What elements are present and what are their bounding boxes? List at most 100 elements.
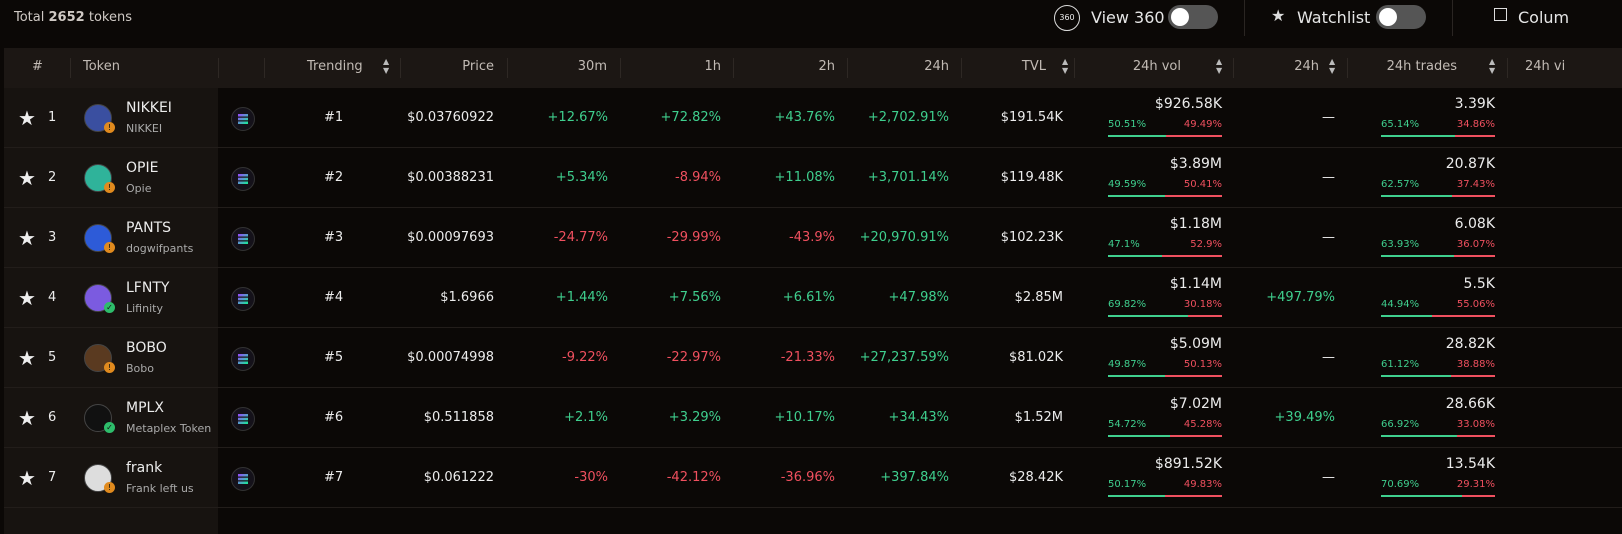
chain-logo <box>238 414 248 424</box>
column-header[interactable]: Trending <box>307 59 363 74</box>
rank: 5 <box>48 350 57 365</box>
trades-buy-bar <box>1381 315 1433 317</box>
column-header[interactable]: 1h <box>704 59 721 74</box>
trades-sell-pct: 33.08% <box>1456 419 1495 430</box>
change-30m: -30% <box>574 470 608 485</box>
sort-icon: ▲ ▼ <box>1329 57 1336 75</box>
row-divider <box>4 147 1622 148</box>
trades-sell-pct: 34.86% <box>1456 119 1495 130</box>
column-header[interactable]: 24h <box>1294 59 1319 74</box>
star-button[interactable]: ★ <box>18 226 36 250</box>
toggle[interactable] <box>1168 5 1218 29</box>
vol-change-24h: — <box>1322 350 1335 365</box>
token-symbol[interactable]: MPLX <box>126 400 164 416</box>
column-divider <box>847 58 848 78</box>
token-symbol[interactable]: BOBO <box>126 340 167 356</box>
token-name: Lifinity <box>126 302 163 315</box>
vol-sell-bar <box>1170 435 1222 437</box>
row-divider <box>4 207 1622 208</box>
badge: ! <box>104 182 115 193</box>
star-button[interactable]: ★ <box>18 166 36 190</box>
column-header[interactable]: # <box>32 59 43 74</box>
token-symbol[interactable]: OPIE <box>126 160 159 176</box>
token-symbol[interactable]: PANTS <box>126 220 172 236</box>
vol-buy-pct: 49.59% <box>1108 179 1147 190</box>
column-header[interactable]: 24h trades <box>1386 59 1457 74</box>
toggle[interactable] <box>1376 5 1426 29</box>
token-symbol[interactable]: NIKKEI <box>126 100 172 116</box>
toggle-label: View 360 <box>1091 8 1165 27</box>
vol-buy-bar <box>1108 255 1162 257</box>
vol: $7.02M <box>1169 396 1222 412</box>
token-symbol[interactable]: LFNTY <box>126 280 170 296</box>
trades-sell-pct: 38.88% <box>1456 359 1495 370</box>
star-button[interactable]: ★ <box>18 466 36 490</box>
trending: #2 <box>324 170 344 185</box>
trades-sell-pct: 29.31% <box>1456 479 1495 490</box>
vol-sell-pct: 49.49% <box>1183 119 1222 130</box>
vol: $1.18M <box>1169 216 1222 232</box>
column-header[interactable]: 24h vi <box>1525 59 1566 74</box>
vol-sell-bar <box>1161 255 1222 257</box>
vol: $5.09M <box>1169 336 1222 352</box>
trades-sell-bar <box>1461 495 1495 497</box>
column-header[interactable]: 30m <box>577 59 607 74</box>
chain-icon <box>231 467 255 491</box>
columns-button[interactable]: Colum <box>1518 8 1570 27</box>
vol-buy-pct: 50.17% <box>1108 479 1147 490</box>
star-button[interactable]: ★ <box>18 106 36 130</box>
vol-change-24h: — <box>1322 170 1335 185</box>
sort-icon: ▲ ▼ <box>1489 57 1496 75</box>
column-divider <box>218 58 219 78</box>
change-2h: -21.33% <box>780 350 835 365</box>
trades-buy-bar <box>1381 495 1462 497</box>
vol-sell-pct: 49.83% <box>1183 479 1222 490</box>
column-header[interactable]: 24h <box>924 59 949 74</box>
view360-icon[interactable]: 360 <box>1054 5 1080 31</box>
column-divider <box>400 58 401 78</box>
token-name: Frank left us <box>126 482 194 495</box>
total-text: Total <box>14 10 45 25</box>
vol-sell-pct: 45.28% <box>1183 419 1222 430</box>
column-header[interactable]: Price <box>462 59 494 74</box>
star-button[interactable]: ★ <box>18 286 36 310</box>
chain-logo <box>238 174 248 184</box>
column-header[interactable]: Token <box>83 59 120 74</box>
star-button[interactable]: ★ <box>18 346 36 370</box>
divider <box>1244 0 1245 36</box>
price: $0.511858 <box>423 410 494 425</box>
toggle-label: Watchlist <box>1297 8 1371 27</box>
trending: #4 <box>324 290 344 305</box>
toggle-knob <box>1171 8 1189 26</box>
trades: 28.66K <box>1445 396 1495 412</box>
vol-change-24h: +497.79% <box>1266 290 1335 305</box>
vol-buy-bar <box>1108 495 1166 497</box>
token-symbol[interactable]: frank <box>126 460 163 476</box>
token-name: dogwifpants <box>126 242 194 255</box>
sort-icon: ▲ ▼ <box>1062 57 1069 75</box>
row-divider <box>4 327 1622 328</box>
change-24h: +20,970.91% <box>859 230 949 245</box>
trades: 6.08K <box>1454 216 1495 232</box>
star-button[interactable]: ★ <box>18 406 36 430</box>
column-divider <box>1507 58 1508 78</box>
price: $0.03760922 <box>407 110 494 125</box>
price: $1.6966 <box>440 290 494 305</box>
total-unit: tokens <box>88 10 132 25</box>
vol-change-24h: — <box>1322 110 1335 125</box>
trades-buy-pct: 70.69% <box>1381 479 1420 490</box>
tvl: $1.52M <box>1014 410 1063 425</box>
change-24h: +2,702.91% <box>867 110 949 125</box>
vol-change-24h: — <box>1322 230 1335 245</box>
vol-sell-pct: 50.41% <box>1183 179 1222 190</box>
rank: 1 <box>48 110 57 125</box>
rank: 3 <box>48 230 57 245</box>
column-divider <box>620 58 621 78</box>
column-header[interactable]: TVL <box>1021 59 1046 74</box>
column-header[interactable]: 24h vol <box>1132 59 1181 74</box>
badge: ✓ <box>104 302 115 313</box>
column-header[interactable]: 2h <box>818 59 835 74</box>
trades-buy-pct: 61.12% <box>1381 359 1420 370</box>
divider <box>1452 0 1453 36</box>
chain-icon <box>231 287 255 311</box>
